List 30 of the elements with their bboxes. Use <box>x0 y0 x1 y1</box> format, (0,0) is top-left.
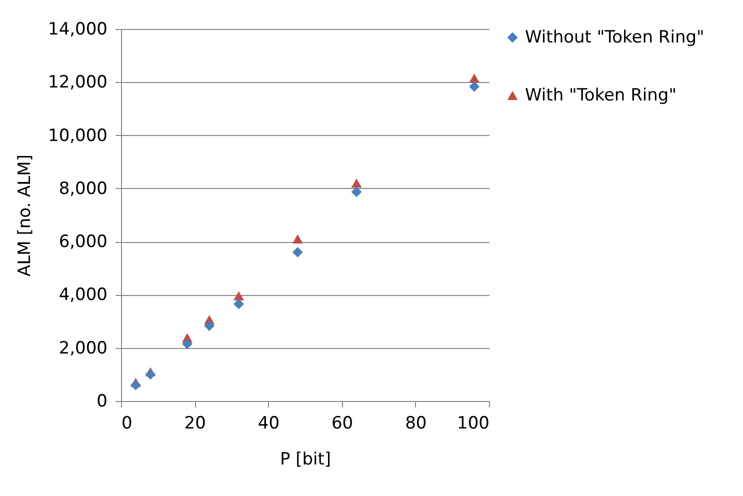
y-tick-label: 12,000 <box>48 72 108 93</box>
point <box>234 291 244 300</box>
y-tick-label: 10,000 <box>48 126 108 146</box>
y-axis-title: ALM [no. ALM] <box>15 154 36 276</box>
point <box>234 298 244 310</box>
x-tick-label: 60 <box>331 414 354 434</box>
point <box>204 320 215 332</box>
x-tick-label: 20 <box>184 414 206 434</box>
x-tick-label: 100 <box>457 414 490 434</box>
point <box>130 380 141 390</box>
y-tick-label: 8,000 <box>58 178 108 199</box>
y-tick-label: 4,000 <box>58 285 108 306</box>
y-tick-label: 14,000 <box>48 20 108 40</box>
legend-label: Without "Token Ring" <box>525 28 704 48</box>
x-axis-title: P [bit] <box>280 450 332 470</box>
point <box>469 74 480 83</box>
legend-label: With "Token Ring" <box>525 86 677 106</box>
point <box>351 178 362 188</box>
point <box>292 234 303 244</box>
point <box>145 369 156 380</box>
y-tick-label: 6,000 <box>58 232 108 252</box>
x-tick-label: 0 <box>122 414 132 434</box>
x-tick-label: 80 <box>405 414 427 434</box>
x-tick-label: 40 <box>258 414 280 434</box>
y-tick-label: 2,000 <box>58 338 108 358</box>
point <box>351 186 362 198</box>
point <box>469 81 480 92</box>
point <box>182 338 192 350</box>
point <box>292 246 303 258</box>
y-tick-label: 0 <box>96 392 108 412</box>
